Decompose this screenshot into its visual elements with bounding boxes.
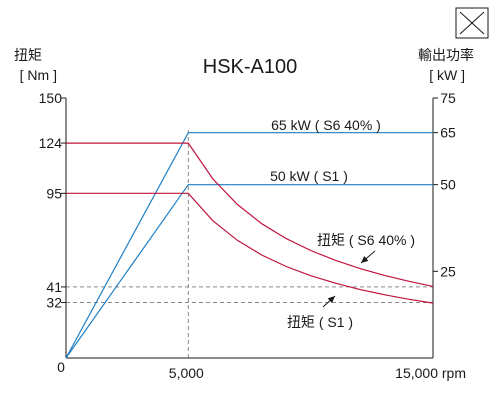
right-tick-label: 75 xyxy=(440,90,456,106)
annotation-label: 65 kW ( S6 40% ) xyxy=(271,117,381,133)
right-tick-label: 25 xyxy=(440,263,456,279)
right-axis-unit: [ kW ] xyxy=(429,67,465,83)
right-axis-title: 輸出功率 xyxy=(418,47,474,63)
left-axis-unit: [ Nm ] xyxy=(20,67,57,83)
close-icon[interactable] xyxy=(455,7,489,39)
left-tick-label: 95 xyxy=(46,185,62,201)
series-line-0 xyxy=(65,132,433,359)
right-tick-label: 65 xyxy=(440,125,456,141)
chart-title: HSK-A100 xyxy=(203,56,298,78)
annotation-label: 扭矩 ( S6 40% ) xyxy=(317,232,415,248)
annotation-label: 50 kW ( S1 ) xyxy=(270,168,348,184)
left-tick-label: 41 xyxy=(46,279,62,295)
left-tick-label: 150 xyxy=(39,90,63,106)
annotation-arrowhead xyxy=(361,256,369,263)
right-tick-label: 50 xyxy=(440,177,456,193)
series-line-3 xyxy=(66,192,434,304)
series-line-2 xyxy=(66,142,434,287)
annotation-arrowhead xyxy=(327,296,335,304)
x-tick-label: 0 xyxy=(57,359,65,375)
left-tick-label: 124 xyxy=(39,135,63,151)
x-tick-label: 5,000 xyxy=(169,365,204,381)
annotation-label: 扭矩 ( S1 ) xyxy=(287,314,353,330)
left-axis-title: 扭矩 xyxy=(14,47,42,63)
series-line-1 xyxy=(65,184,433,359)
left-tick-label: 32 xyxy=(46,295,62,311)
x-tick-label: 15,000 rpm xyxy=(395,365,466,381)
